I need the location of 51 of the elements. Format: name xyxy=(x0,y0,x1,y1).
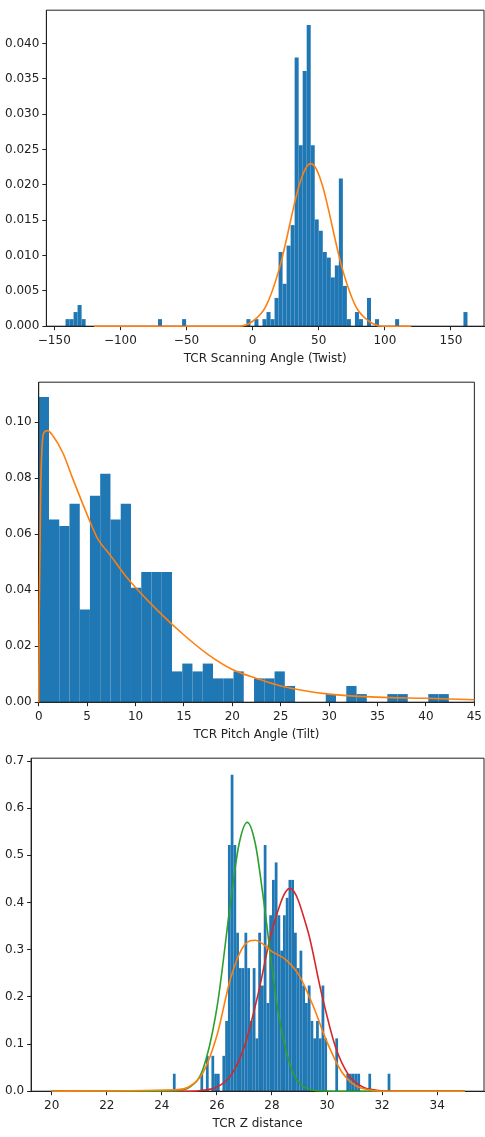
x-tick-label: 100 xyxy=(373,332,397,347)
y-tick-label: 0.035 xyxy=(4,70,40,85)
y-tick-label: 0.040 xyxy=(4,35,40,50)
x-tick-label: 28 xyxy=(264,1097,280,1112)
y-tick-label: 0.005 xyxy=(4,282,40,297)
y-tick-label: 0.020 xyxy=(4,176,40,191)
x-tick-label: 15 xyxy=(176,708,192,723)
y-tick-label: 0.10 xyxy=(5,414,32,429)
x-tick-label: −150 xyxy=(37,332,71,347)
y-tick-label: 0.000 xyxy=(4,318,40,333)
y-tick-label: 0.030 xyxy=(4,106,40,121)
x-tick-label: 24 xyxy=(154,1097,170,1112)
y-tick-label: 0.0 xyxy=(4,1083,25,1098)
y-tick-label: 0.08 xyxy=(5,470,32,485)
y-tick-label: 0.2 xyxy=(4,988,25,1003)
x-tick-label: 40 xyxy=(418,708,434,723)
x-tick-label: 150 xyxy=(439,332,463,347)
y-tick-label: 0.5 xyxy=(4,847,25,862)
x-tick-label: 30 xyxy=(321,708,337,723)
x-tick-label: 32 xyxy=(374,1097,390,1112)
x-tick-label: −50 xyxy=(173,332,200,347)
x-tick-label: −100 xyxy=(103,332,137,347)
x-tick-label: 22 xyxy=(99,1097,115,1112)
x-tick-label: 0 xyxy=(248,332,257,347)
x-tick-label: 5 xyxy=(83,708,91,723)
x-tick-label: 34 xyxy=(429,1097,445,1112)
y-tick-label: 0.04 xyxy=(5,582,32,597)
y-tick-label: 0.4 xyxy=(4,894,25,909)
y-tick-label: 0.6 xyxy=(4,800,25,815)
x-tick-label: 10 xyxy=(127,708,144,723)
x-axis-title: TCR Pitch Angle (Tilt) xyxy=(192,726,320,741)
y-tick-label: 0.015 xyxy=(4,212,40,227)
y-tick-label: 0.02 xyxy=(5,638,32,653)
x-axis-title: TCR Z distance xyxy=(211,1115,303,1130)
y-tick-label: 0.7 xyxy=(4,753,25,768)
x-tick-label: 30 xyxy=(319,1097,335,1112)
x-tick-label: 45 xyxy=(466,708,483,723)
x-tick-label: 26 xyxy=(209,1097,225,1112)
y-tick-label: 0.3 xyxy=(4,941,25,956)
y-tick-label: 0.00 xyxy=(5,694,32,709)
x-tick-label: 25 xyxy=(273,708,289,723)
y-tick-label: 0.025 xyxy=(4,141,40,156)
y-tick-label: 0.1 xyxy=(4,1036,25,1051)
x-tick-label: 20 xyxy=(224,708,240,723)
x-tick-label: 50 xyxy=(311,332,327,347)
y-tick-label: 0.010 xyxy=(4,247,40,262)
y-tick-label: 0.06 xyxy=(5,526,32,541)
x-tick-label: 20 xyxy=(44,1097,60,1112)
x-tick-label: 35 xyxy=(369,708,386,723)
x-axis-title: TCR Scanning Angle (Twist) xyxy=(182,350,347,365)
x-tick-label: 0 xyxy=(34,708,43,723)
